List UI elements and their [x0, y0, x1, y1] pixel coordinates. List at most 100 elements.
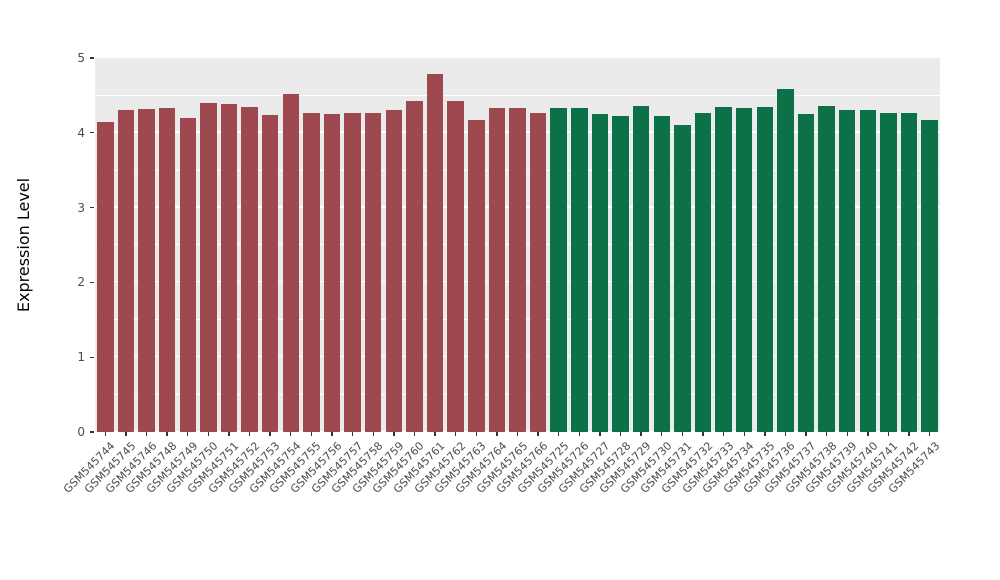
- bar-GSM545743: [921, 120, 938, 432]
- bar-slot: [878, 58, 899, 432]
- x-tick-mark: [228, 432, 230, 436]
- y-tick-mark: [90, 206, 94, 209]
- bar-slot: [775, 58, 796, 432]
- bar-slot: [796, 58, 817, 432]
- x-tick-mark: [413, 432, 416, 436]
- x-tick-mark: [661, 432, 663, 436]
- bar-slot: [487, 58, 508, 432]
- bar-GSM545760: [406, 101, 423, 432]
- plot-area: [95, 56, 940, 432]
- bar-GSM545729: [632, 105, 650, 432]
- bar-GSM545742: [900, 112, 918, 432]
- bar-GSM545755: [303, 112, 320, 432]
- bar-slot: [734, 58, 755, 432]
- bar-GSM545753: [261, 114, 279, 432]
- bar-GSM545752: [241, 106, 258, 432]
- y-axis-title-text: Expression Level: [14, 177, 33, 313]
- bar-GSM545730: [653, 115, 670, 432]
- bar-slot: [198, 58, 219, 432]
- bar-slot: [363, 58, 384, 432]
- x-tick-mark: [846, 432, 848, 436]
- gridline-minor: [95, 94, 940, 96]
- bar-GSM545728: [612, 115, 629, 432]
- x-tick-mark: [166, 432, 168, 436]
- bar-slot: [219, 58, 240, 432]
- bar-slot: [651, 58, 672, 432]
- bars-layer: [95, 58, 940, 432]
- x-tick-mark: [558, 432, 560, 436]
- x-tick-mark: [454, 432, 457, 436]
- bar-slot: [404, 58, 425, 432]
- bar-GSM545754: [282, 93, 300, 432]
- x-tick-mark: [640, 432, 642, 436]
- x-tick-mark: [351, 432, 354, 436]
- x-tick-mark: [475, 432, 477, 436]
- bar-GSM545762: [447, 100, 464, 432]
- y-tick-mark: [90, 431, 94, 433]
- x-tick-mark: [310, 432, 313, 436]
- bar-GSM545733: [715, 107, 732, 432]
- x-tick-mark: [290, 432, 292, 436]
- bar-GSM545746: [138, 108, 155, 432]
- x-tick-mark: [928, 432, 931, 436]
- y-tick-label-4: 4: [77, 125, 85, 140]
- bar-slot: [342, 58, 363, 432]
- bar-GSM545737: [797, 114, 815, 432]
- bar-GSM545726: [571, 108, 588, 432]
- bar-GSM545732: [694, 112, 712, 432]
- x-tick-mark: [578, 432, 581, 436]
- bar-GSM545736: [777, 89, 794, 432]
- y-tick-mark: [90, 57, 94, 59]
- x-tick-mark: [207, 432, 210, 436]
- gridline-major: [95, 56, 940, 58]
- bar-slot: [569, 58, 590, 432]
- x-tick-mark: [825, 432, 828, 436]
- x-tick-mark: [269, 432, 271, 436]
- y-tick-label-1: 1: [77, 350, 85, 365]
- x-tick-mark: [805, 432, 807, 436]
- bar-slot: [280, 58, 301, 432]
- bar-GSM545731: [674, 125, 691, 432]
- x-tick-mark: [743, 432, 745, 436]
- bar-slot: [507, 58, 528, 432]
- bar-GSM545764: [488, 108, 506, 432]
- bar-slot: [157, 58, 178, 432]
- y-tick-label-0: 0: [77, 425, 85, 439]
- x-tick-mark: [104, 432, 106, 436]
- bar-slot: [322, 58, 343, 432]
- bar-slot: [755, 58, 776, 432]
- bar-GSM545759: [385, 109, 403, 432]
- bar-GSM545765: [509, 108, 526, 432]
- y-tick-label-2: 2: [77, 275, 85, 290]
- bar-GSM545766: [529, 113, 547, 432]
- x-tick-mark: [516, 432, 519, 436]
- bar-GSM545738: [818, 105, 835, 432]
- x-tick-mark: [187, 432, 189, 436]
- bar-GSM545749: [179, 117, 196, 432]
- bar-slot: [136, 58, 157, 432]
- bar-slot: [239, 58, 260, 432]
- x-tick-mark: [681, 432, 684, 436]
- x-tick-mark: [145, 432, 148, 436]
- bar-GSM545745: [117, 110, 135, 432]
- bar-slot: [116, 58, 137, 432]
- bar-slot: [466, 58, 487, 432]
- bar-slot: [672, 58, 693, 432]
- bar-GSM545740: [859, 109, 877, 432]
- bar-slot: [899, 58, 920, 432]
- bar-GSM545761: [426, 73, 444, 432]
- x-tick-mark: [537, 432, 539, 436]
- bar-GSM545756: [323, 114, 341, 432]
- x-tick-mark: [722, 432, 725, 436]
- bar-slot: [260, 58, 281, 432]
- bar-GSM545739: [839, 110, 856, 432]
- y-tick-mark: [90, 281, 94, 284]
- bar-GSM545735: [756, 107, 774, 432]
- bar-GSM545727: [591, 114, 609, 432]
- bar-slot: [528, 58, 549, 432]
- x-tick-mark: [496, 432, 498, 436]
- bar-slot: [919, 58, 940, 432]
- x-tick-mark: [331, 432, 333, 436]
- bar-slot: [548, 58, 569, 432]
